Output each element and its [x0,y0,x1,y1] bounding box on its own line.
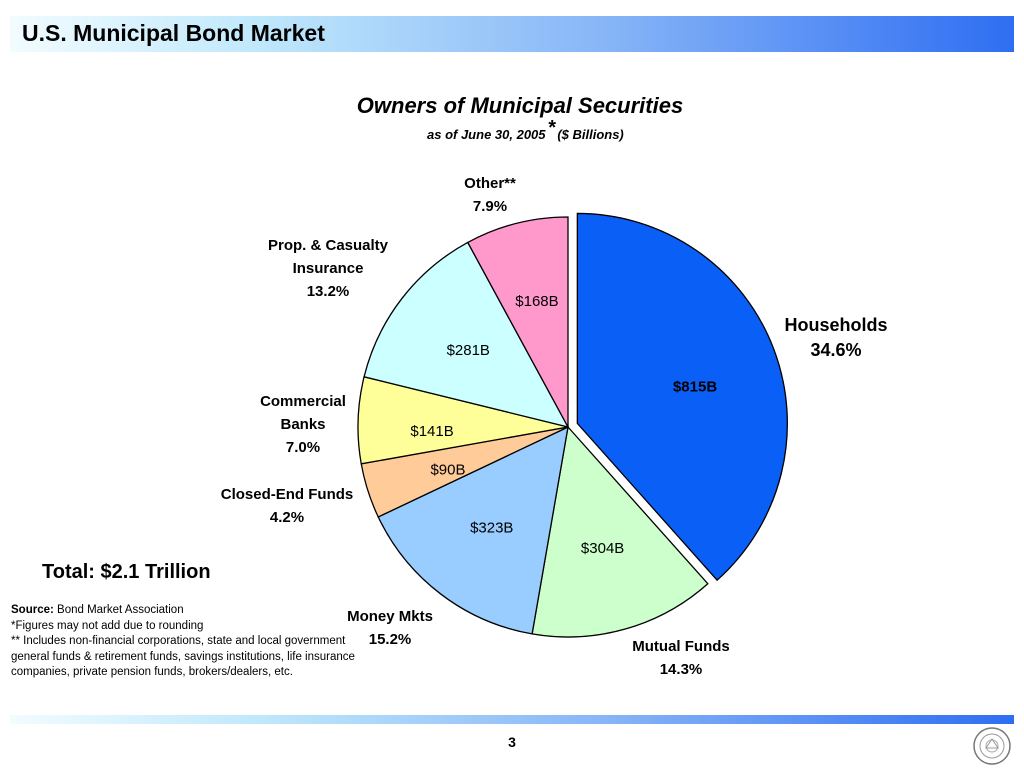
label-households: Households 34.6% [784,315,888,360]
slice-value-label: $281B [447,342,490,359]
footnote-other: ** Includes non-financial corporations, … [11,635,355,679]
footer-band [10,715,1014,724]
chart-title: Owners of Municipal Securities [356,93,684,118]
subtitle-asterisk: * [547,117,556,139]
header-band [10,16,1014,52]
label-money-mkts: Money Mkts 15.2% [347,608,433,648]
slice-value-label: $141B [410,423,453,440]
slice-value-label: $304B [581,540,624,557]
pie-slice [466,216,569,428]
subtitle-date: as of June 30, 2005 [427,127,546,142]
label-mutual-funds: Mutual Funds 14.3% [632,638,730,678]
label-other: Other** 7.9% [464,175,516,215]
slice-value-label: $168B [515,293,558,310]
pie-slice [576,212,788,582]
pie-slice [531,425,709,638]
slice-value-label: $815B [673,379,717,396]
pie-slice [363,241,570,428]
chart-subtitle: as of June 30, 2005 * ($ Billions) [427,117,624,145]
footnote-rounding: *Figures may not add due to rounding [11,619,204,632]
label-prop-casualty-insurance: Prop. & Casualty Insurance 13.2% [267,237,389,300]
state-seal-icon [973,727,1011,765]
source-notes: Source: Bond Market Association *Figures… [11,603,371,681]
slice-value-label: $323B [470,519,513,536]
label-closed-end-funds: Closed-End Funds 4.2% [220,486,354,526]
source-label: Source: [11,604,54,616]
label-commercial-banks: Commercial Banks 7.0% [260,393,346,456]
slice-value-label: $90B [430,461,465,478]
page-number: 3 [508,734,516,750]
source-text: Bond Market Association [57,604,184,616]
slide-title: U.S. Municipal Bond Market [22,20,325,46]
pie-slice [377,425,569,635]
total-amount: Total: $2.1 Trillion [42,561,211,583]
subtitle-units: ($ Billions) [557,127,624,142]
